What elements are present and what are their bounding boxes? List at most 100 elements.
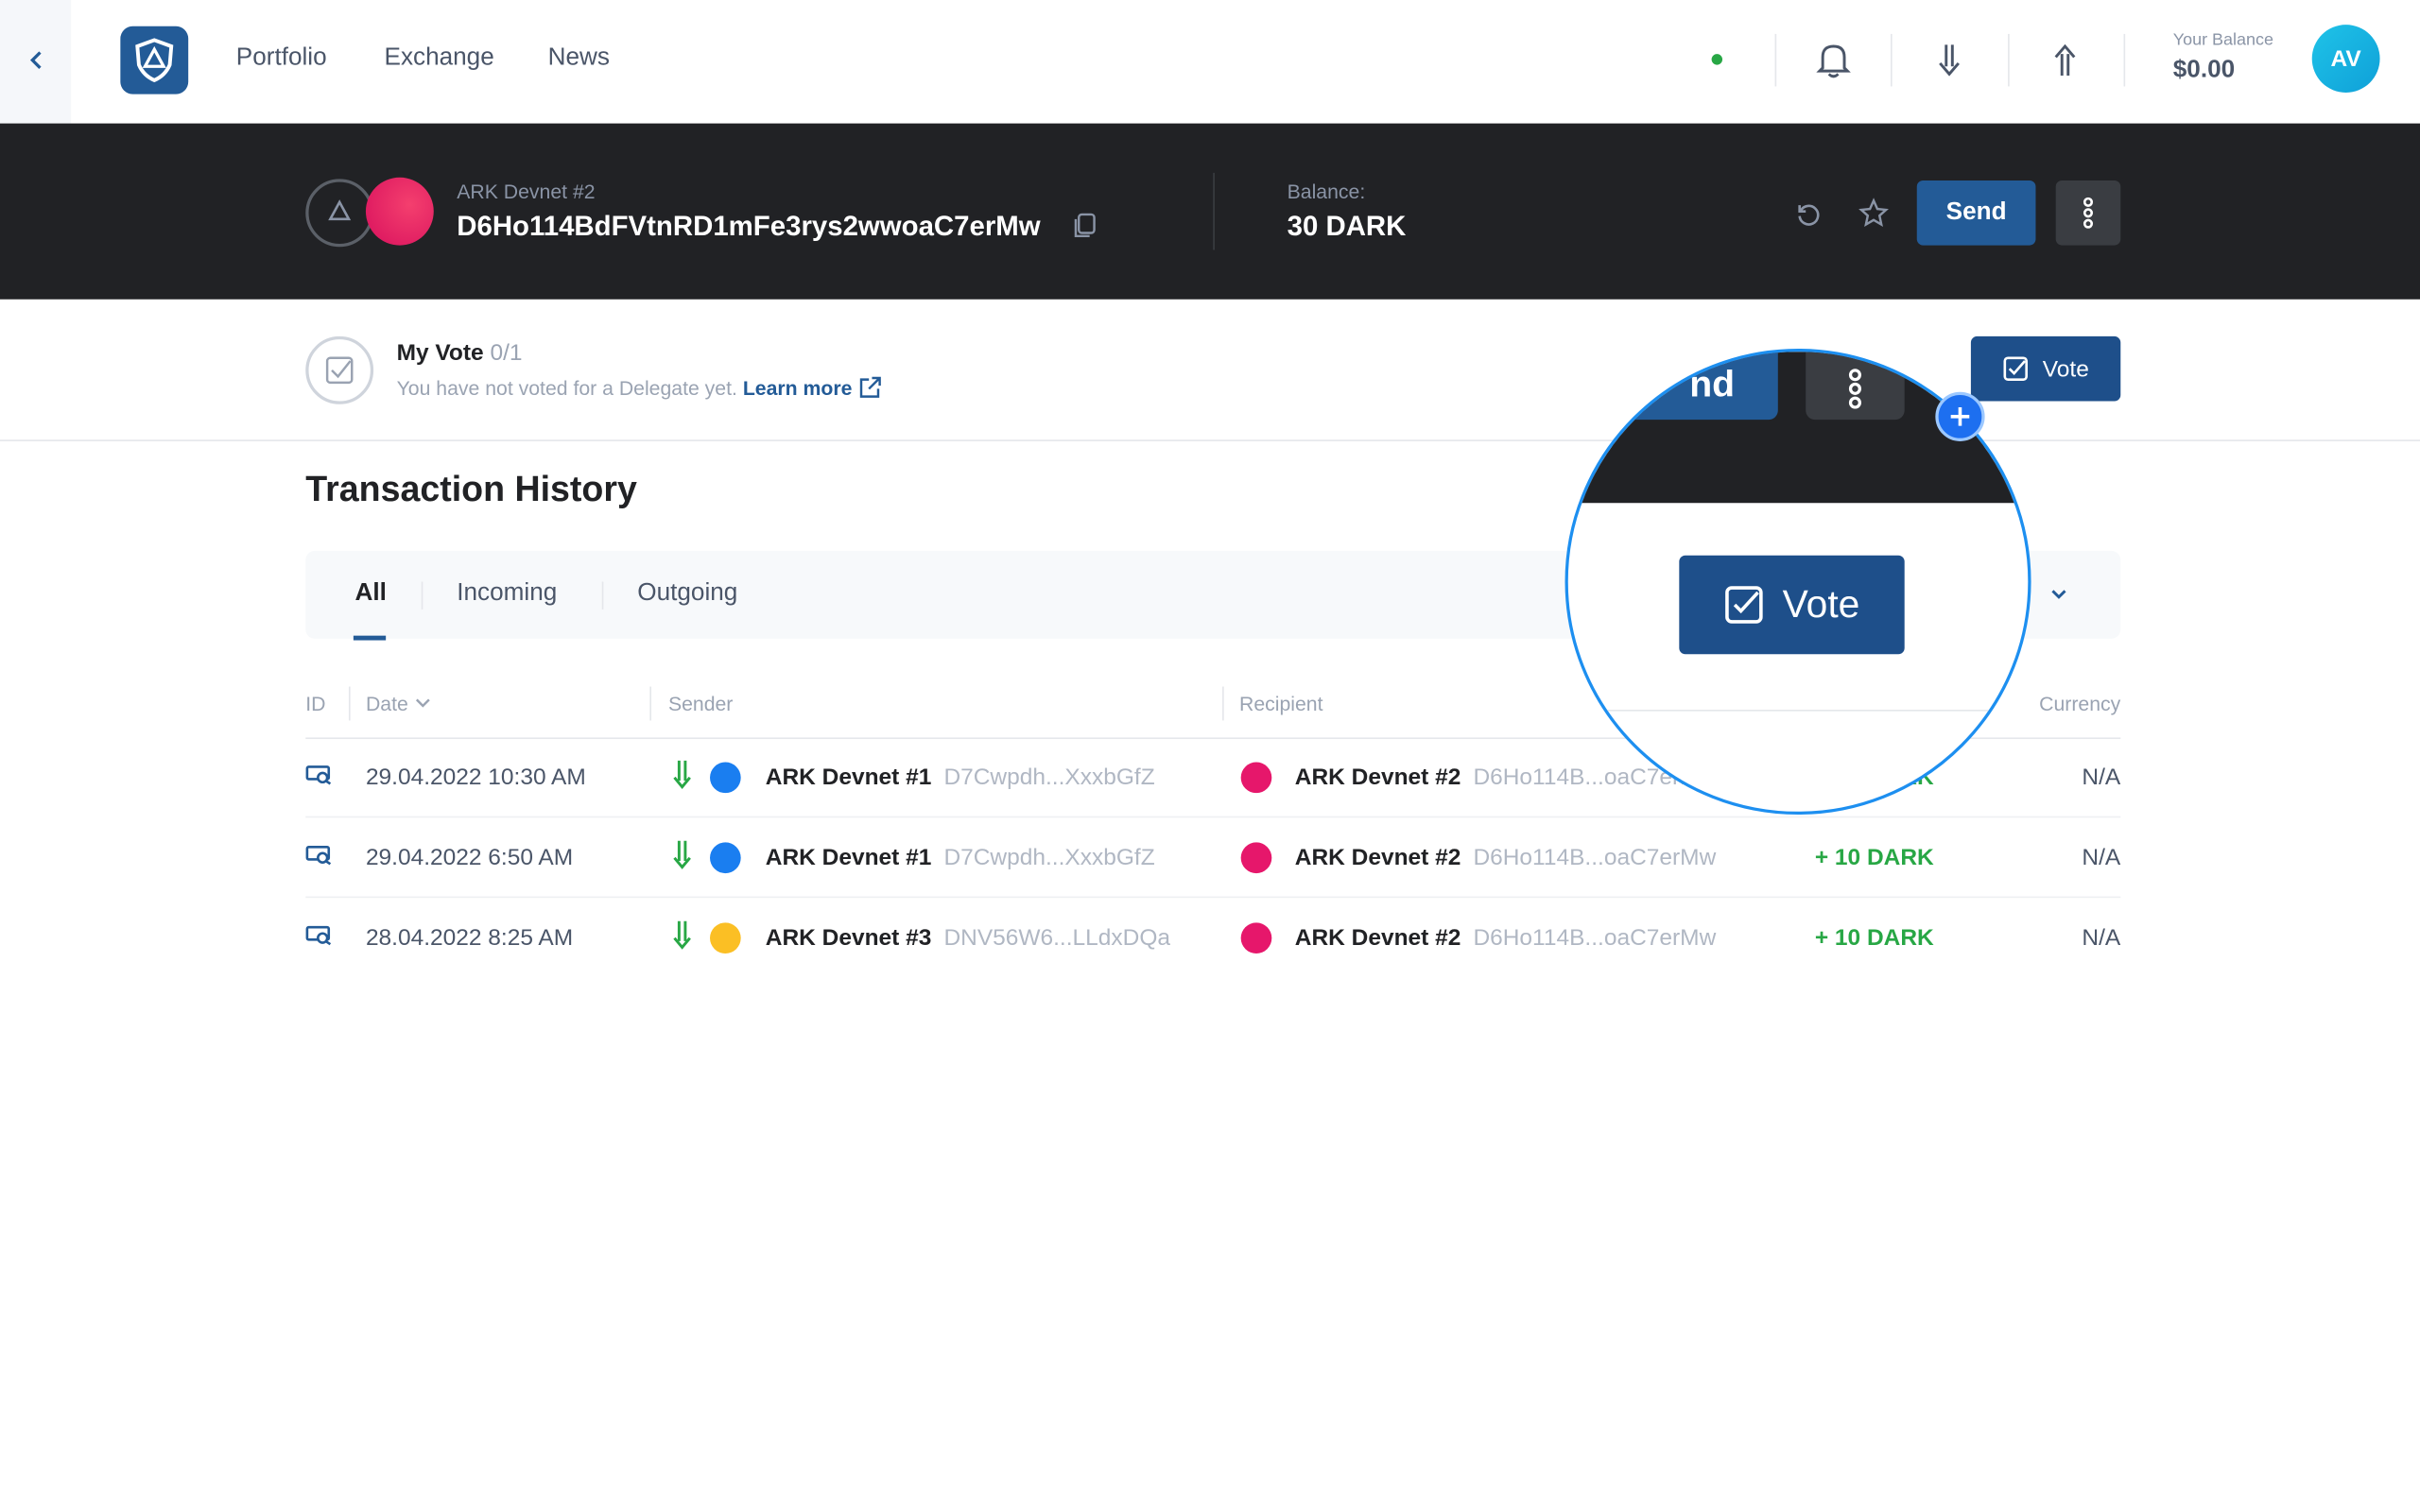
wallet-avatar (365, 177, 434, 246)
recipient: ARK Devnet #2 D6Ho114B...oaC7erMw (1295, 845, 1716, 871)
transaction-row: 28.04.2022 8:25 AM ARK Devnet #3 DNV56W6..… (305, 898, 2120, 978)
sender-avatar (710, 762, 741, 794)
separator (1890, 33, 1893, 87)
zoom-badge (1935, 391, 1985, 441)
copy-icon[interactable] (1071, 212, 1098, 239)
recipient: ARK Devnet #2 D6Ho114B...oaC7erMw (1295, 765, 1716, 791)
plus-icon (1950, 407, 1970, 426)
vote-icon (305, 335, 374, 404)
nav-link[interactable]: Exchange (384, 44, 494, 72)
recipient-name: ARK Devnet #2 (1294, 844, 1461, 871)
nav-link[interactable]: Portfolio (235, 44, 327, 72)
separator (601, 581, 604, 610)
recipient-address: D6Ho114B...oaC7erMw (1473, 844, 1717, 871)
vote-glyph (325, 356, 354, 385)
sender: ARK Devnet #1 D7Cwpdh...XxxbGfZ (766, 765, 1155, 791)
amount: + 10 DARK (1814, 924, 1934, 952)
zoom-send-button: nd (1567, 352, 1778, 421)
balance-label: Your Balance (2172, 30, 2273, 50)
logo[interactable] (120, 26, 189, 94)
id-icon (305, 846, 332, 866)
wallet-address: D6Ho114BdFVtnRD1mFe3rys2wwoaC7erMw (457, 210, 1041, 242)
wallet-balance: 30 DARK (1287, 210, 1407, 242)
vote-title: My Vote (396, 340, 484, 367)
history-title: Transaction History (305, 468, 637, 508)
incoming-icon (673, 920, 691, 950)
sender-avatar (710, 922, 741, 954)
transaction-date: 28.04.2022 8:25 AM (365, 924, 574, 952)
tab[interactable]: All (354, 579, 387, 607)
wallet-balance-label: Balance: (1287, 180, 1366, 203)
column-header: Sender (667, 692, 734, 715)
zoom-more-button (1806, 352, 1905, 421)
back-button[interactable] (0, 0, 72, 124)
tab[interactable]: Outgoing (637, 579, 738, 607)
row-divider (305, 816, 2121, 818)
vote-count: 0/1 (490, 340, 523, 367)
recipient-avatar (1240, 922, 1272, 954)
wallet-network: ARK Devnet #2 (457, 180, 596, 203)
logo-icon (135, 38, 174, 83)
separator (1774, 33, 1777, 87)
back-icon (29, 51, 42, 69)
tab[interactable]: Incoming (457, 579, 558, 607)
id-icon (305, 925, 332, 946)
id-icon (305, 765, 332, 785)
transaction-date: 29.04.2022 6:50 AM (365, 844, 574, 871)
separator (421, 581, 424, 610)
sender: ARK Devnet #3 DNV56W6...LLdxDQa (766, 925, 1170, 952)
zoom-vote-label: Vote (1782, 582, 1860, 627)
star-icon[interactable] (1858, 198, 1890, 229)
send-icon[interactable] (2047, 40, 2083, 79)
incoming-icon (673, 760, 691, 789)
separator (2123, 33, 2126, 87)
transaction-id-icon (305, 844, 333, 871)
nav-link[interactable]: News (547, 44, 610, 72)
sender-address: DNV56W6...LLdxDQa (943, 924, 1171, 952)
refresh-icon[interactable] (1792, 198, 1824, 229)
balance-value: $0.00 (2172, 57, 2236, 84)
zoom-vote-button: Vote (1679, 555, 1905, 655)
incoming-icon (673, 840, 691, 869)
notifications-icon[interactable] (1815, 40, 1852, 79)
send-button[interactable]: Send (1916, 180, 2036, 246)
separator (1213, 172, 1215, 250)
row-divider (305, 896, 2121, 899)
more-button[interactable] (2055, 180, 2121, 246)
zoom-more-icon (1848, 369, 1861, 409)
status-dot (1711, 54, 1723, 65)
external-link-icon (859, 376, 881, 398)
separator (2008, 33, 2010, 87)
vote-text: You have not voted for a Delegate yet. (396, 376, 737, 400)
column-header: ID (305, 692, 326, 715)
divider (305, 737, 2121, 740)
tab-underline (353, 635, 387, 641)
sender-name: ARK Devnet #1 (765, 844, 932, 871)
receive-icon[interactable] (1930, 40, 1967, 79)
sender-avatar (710, 842, 741, 874)
separator (348, 686, 351, 721)
zoom-divider (1567, 710, 2029, 712)
recipient: ARK Devnet #2 D6Ho114B...oaC7erMw (1295, 925, 1716, 952)
transaction-date: 29.04.2022 10:30 AM (365, 764, 586, 791)
column-header: Recipient (1239, 692, 1323, 715)
more-icon (2083, 197, 2094, 229)
dropdown-icon[interactable] (2047, 582, 2071, 607)
sort-icon (416, 698, 430, 708)
network-glyph (328, 199, 352, 221)
recipient-name: ARK Devnet #2 (1294, 924, 1461, 952)
avatar[interactable]: AV (2311, 25, 2380, 93)
zoom-vote-icon (1725, 586, 1763, 624)
column-header[interactable]: Date (365, 692, 408, 715)
recipient-avatar (1240, 762, 1272, 794)
learn-more-link[interactable]: Learn more (742, 376, 853, 400)
amount: + 10 DARK (1814, 844, 1934, 871)
separator (649, 686, 651, 721)
transaction-id-icon (305, 924, 333, 952)
network-icon (305, 179, 374, 248)
transaction-id-icon (305, 764, 333, 791)
sender-address: D7Cwpdh...XxxbGfZ (943, 844, 1155, 871)
sender-name: ARK Devnet #3 (765, 924, 932, 952)
